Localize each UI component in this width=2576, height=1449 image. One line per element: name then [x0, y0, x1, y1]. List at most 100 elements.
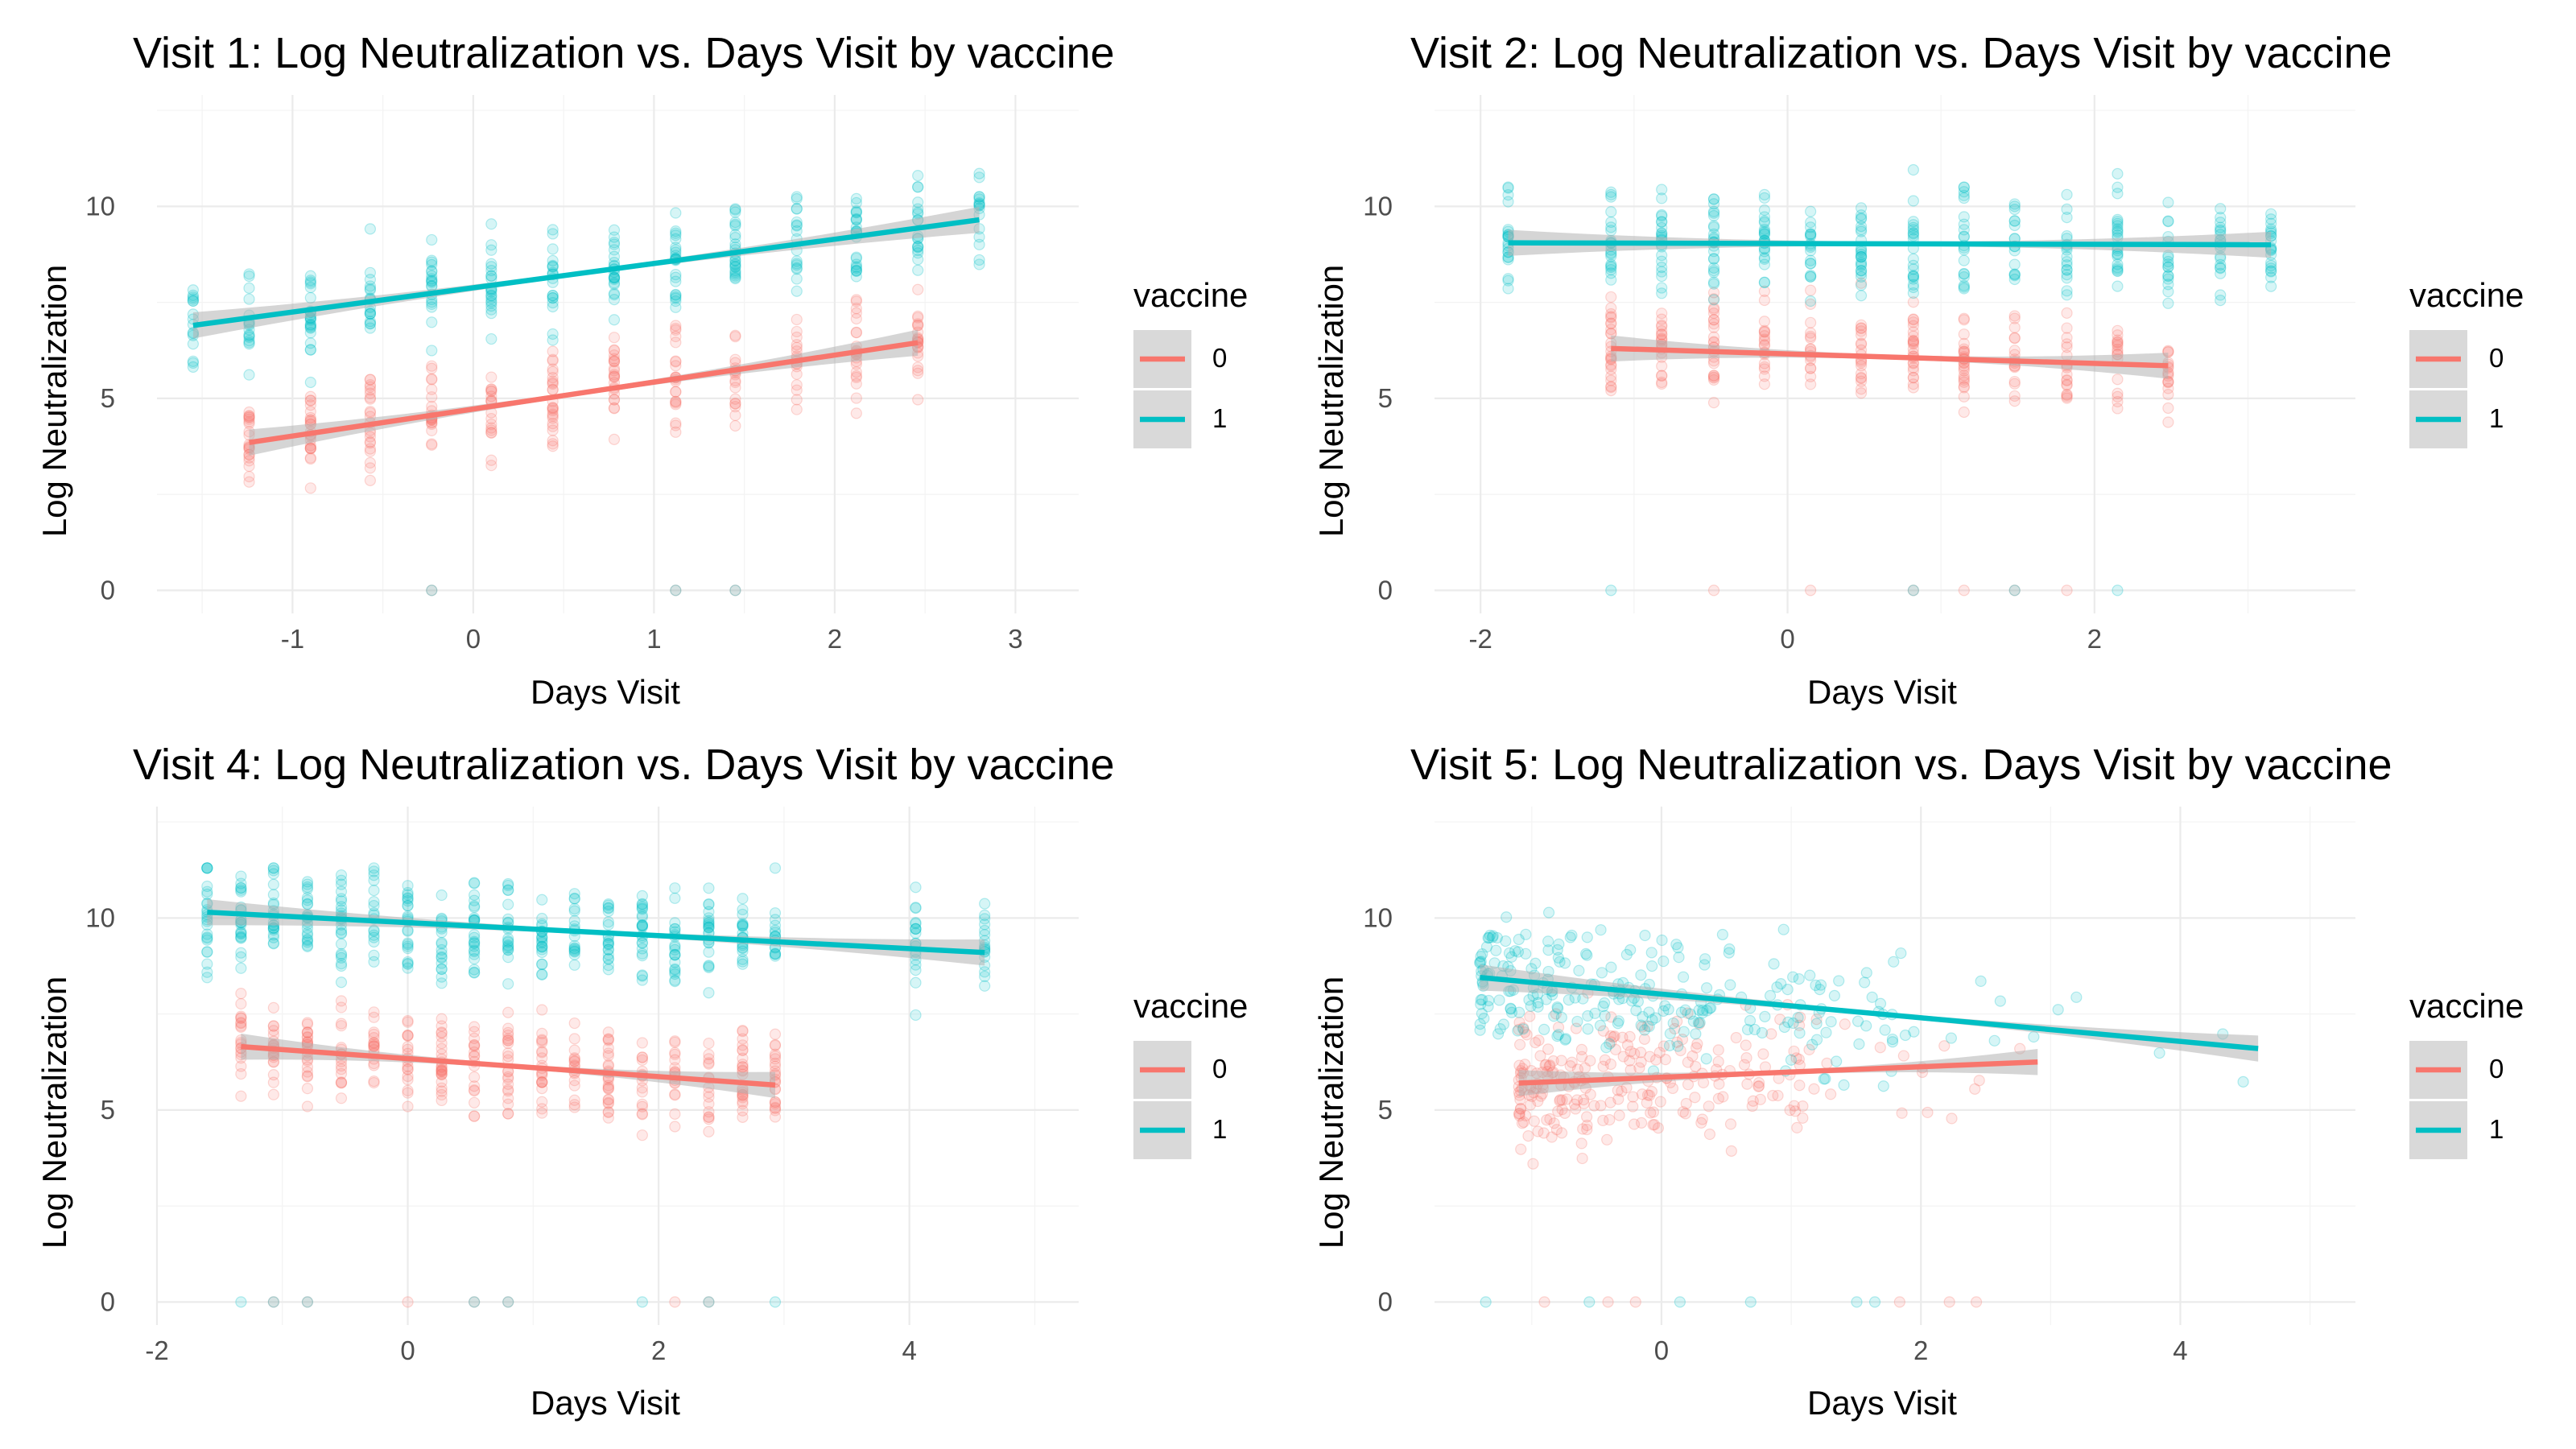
- data-point: [1778, 1021, 1790, 1034]
- data-point: [703, 960, 715, 972]
- data-point: [1502, 181, 1514, 193]
- data-point: [1707, 374, 1720, 386]
- data-point: [1624, 943, 1637, 956]
- data-point: [301, 927, 314, 939]
- data-point: [769, 1111, 782, 1123]
- data-point: [502, 913, 514, 925]
- data-point: [2008, 219, 2021, 232]
- data-point: [2061, 379, 2073, 391]
- data-point: [485, 289, 497, 301]
- data-point: [1958, 231, 1970, 243]
- data-point: [608, 355, 621, 367]
- data-point: [669, 882, 681, 894]
- data-point: [267, 1068, 279, 1081]
- data-point: [1958, 218, 1970, 230]
- data-point: [608, 271, 621, 283]
- data-point: [1805, 258, 1817, 270]
- data-point: [1558, 1107, 1571, 1119]
- data-point: [201, 946, 213, 958]
- data-point: [1475, 998, 1487, 1010]
- data-point: [1656, 216, 1668, 228]
- data-point: [636, 909, 648, 922]
- data-point: [335, 886, 348, 898]
- data-point: [235, 926, 247, 938]
- data-point: [912, 242, 924, 254]
- data-point: [502, 1085, 514, 1097]
- data-point: [1579, 1062, 1591, 1074]
- data-point: [402, 900, 414, 912]
- data-point: [1686, 1050, 1699, 1062]
- data-point: [670, 395, 682, 408]
- data-point: [1550, 1124, 1563, 1136]
- data-point: [568, 1080, 580, 1092]
- data-point: [729, 376, 741, 389]
- data-point: [737, 1104, 749, 1117]
- data-point: [1570, 1103, 1582, 1115]
- data-point: [602, 916, 614, 928]
- data-point: [2162, 255, 2174, 268]
- data-point: [1490, 944, 1502, 956]
- data-point: [436, 889, 448, 902]
- data-point: [791, 394, 803, 406]
- data-point: [1886, 1033, 1899, 1046]
- data-point: [1707, 253, 1720, 265]
- data-point: [304, 270, 316, 282]
- data-point: [1958, 381, 1970, 393]
- data-point: [502, 1108, 514, 1120]
- data-point: [1542, 944, 1554, 956]
- data-point: [364, 391, 377, 404]
- data-point: [1746, 1100, 1758, 1113]
- legend: [2409, 330, 2467, 448]
- data-point: [670, 288, 682, 301]
- data-point: [235, 1012, 247, 1024]
- data-point: [568, 888, 580, 900]
- data-point: [979, 924, 991, 937]
- data-point: [1474, 1018, 1486, 1030]
- data-point: [235, 881, 247, 894]
- data-point: [547, 372, 559, 384]
- data-point: [2112, 262, 2124, 274]
- data-point: [235, 927, 247, 939]
- data-point: [1483, 931, 1495, 943]
- data-point: [737, 1044, 749, 1056]
- data-point: [1656, 192, 1668, 204]
- data-point: [368, 1006, 380, 1018]
- data-point: [791, 403, 803, 415]
- data-point: [1855, 265, 1868, 277]
- data-point: [2162, 389, 2174, 401]
- data-point: [1886, 1036, 1899, 1048]
- data-point: [608, 287, 621, 299]
- data-point: [1513, 1006, 1525, 1018]
- data-point-zero: [729, 584, 741, 597]
- data-point: [335, 1092, 348, 1104]
- data-point: [1656, 319, 1668, 332]
- data-point: [1555, 1055, 1567, 1067]
- data-point: [547, 334, 559, 346]
- data-point: [729, 271, 741, 283]
- data-point: [1538, 1023, 1550, 1035]
- data-point: [1616, 1031, 1629, 1043]
- data-point: [2215, 262, 2227, 275]
- data-point: [1693, 1018, 1705, 1030]
- data-point: [547, 260, 559, 273]
- data-point: [364, 316, 377, 328]
- data-point: [547, 290, 559, 302]
- data-point: [568, 1094, 580, 1106]
- data-point: [402, 942, 414, 955]
- x-tick-label: 0: [1780, 624, 1794, 654]
- data-point: [1502, 275, 1514, 287]
- data-point: [1624, 1055, 1636, 1067]
- data-point: [912, 241, 924, 253]
- data-point: [502, 944, 514, 956]
- data-point: [2162, 215, 2174, 228]
- data-point: [1554, 1095, 1566, 1107]
- data-point: [1758, 192, 1771, 204]
- data-point: [1896, 1107, 1908, 1119]
- data-point: [2052, 1004, 2064, 1016]
- data-point: [1958, 192, 1970, 204]
- data-point: [469, 1021, 481, 1033]
- data-point: [1517, 1023, 1530, 1035]
- data-point: [1859, 976, 1871, 989]
- data-point: [1958, 376, 1970, 388]
- chart-panel-visit-5: Visit 5: Log Neutralization vs. Days Vis…: [1312, 741, 2524, 1422]
